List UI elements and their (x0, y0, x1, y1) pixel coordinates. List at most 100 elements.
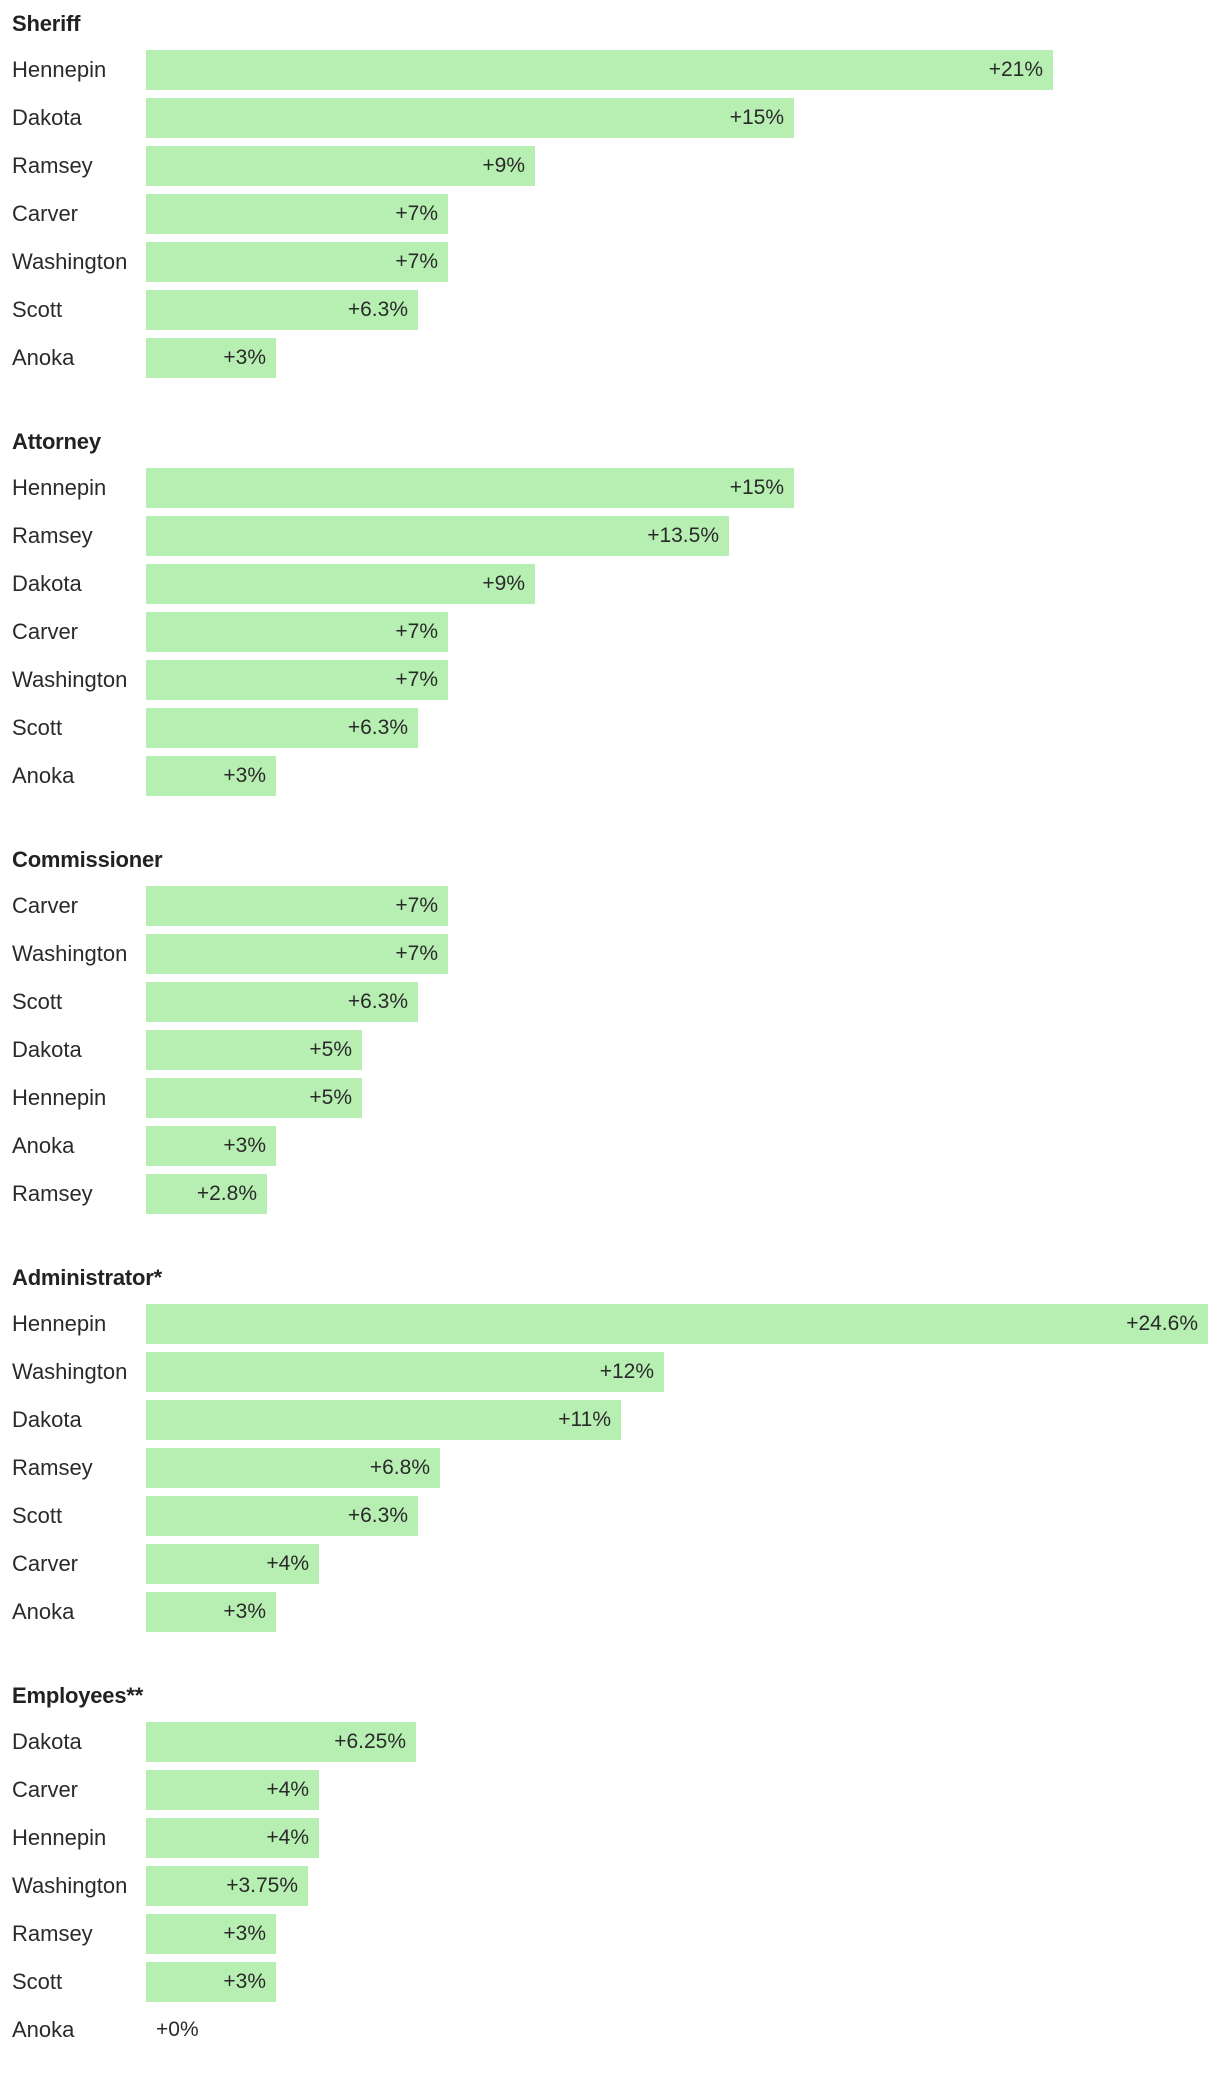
value-label: +7% (395, 894, 438, 917)
bar-row: Carver +7% (0, 612, 1220, 652)
value-label: +2.8% (196, 1182, 257, 1205)
category-label: Dakota (12, 105, 82, 130)
value-label: +7% (395, 202, 438, 225)
bar (146, 612, 448, 652)
value-label: +7% (395, 942, 438, 965)
chart-panel: Attorney Hennepin +15% Ramsey +13.5% Dakota +9… (0, 418, 1220, 836)
value-label: +3% (223, 1600, 266, 1623)
bar-row: Anoka +0% (0, 2010, 1220, 2050)
value-label: +24.6% (1126, 1312, 1198, 1335)
value-label: +9% (482, 154, 525, 177)
bar-row: Hennepin +15% (0, 468, 1220, 508)
category-label: Scott (12, 1969, 63, 1994)
value-label: +15% (729, 106, 784, 129)
bar (146, 146, 535, 186)
bar-row: Carver +4% (0, 1770, 1220, 1810)
bar (146, 1174, 267, 1214)
value-label: +7% (395, 668, 438, 691)
bar-row: Carver +7% (0, 194, 1220, 234)
category-label: Hennepin (12, 475, 107, 500)
category-label: Anoka (12, 2017, 75, 2042)
bar-row: Dakota +9% (0, 564, 1220, 604)
bar (146, 50, 1053, 90)
bar (146, 1818, 319, 1858)
bar (146, 1352, 664, 1392)
bar-row: Washington +7% (0, 660, 1220, 700)
category-label: Washington (12, 249, 128, 274)
bar-row: Hennepin +24.6% (0, 1304, 1220, 1344)
bar (146, 886, 448, 926)
category-label: Hennepin (12, 1825, 107, 1850)
category-label: Dakota (12, 1729, 82, 1754)
bar (146, 708, 418, 748)
bar (146, 934, 448, 974)
bar-row: Hennepin +21% (0, 50, 1220, 90)
category-label: Hennepin (12, 1311, 107, 1336)
value-label: +3.75% (226, 1874, 298, 1897)
category-label: Dakota (12, 1407, 82, 1432)
bar-row: Washington +7% (0, 242, 1220, 282)
value-label: +3% (223, 346, 266, 369)
value-label: +21% (988, 58, 1043, 81)
bar-row: Carver +7% (0, 886, 1220, 926)
bar (146, 290, 418, 330)
bar (146, 242, 448, 282)
category-label: Ramsey (12, 523, 93, 548)
category-label: Anoka (12, 1133, 75, 1158)
bar-row: Hennepin +5% (0, 1078, 1220, 1118)
bar-row: Anoka +3% (0, 338, 1220, 378)
value-label: +3% (223, 764, 266, 787)
category-label: Carver (12, 1551, 79, 1576)
value-label: +7% (395, 620, 438, 643)
bar (146, 660, 448, 700)
chart-title: Sheriff (12, 11, 81, 36)
category-label: Washington (12, 1359, 128, 1384)
bar (146, 1078, 362, 1118)
value-label: +6.25% (334, 1730, 406, 1753)
value-label: +6.3% (347, 298, 408, 321)
chart-title: Employees** (12, 1683, 144, 1708)
bar-row: Dakota +11% (0, 1400, 1220, 1440)
value-label: +5% (309, 1086, 352, 1109)
bar-row: Dakota +5% (0, 1030, 1220, 1070)
category-label: Ramsey (12, 1455, 93, 1480)
category-label: Anoka (12, 345, 75, 370)
value-label: +4% (266, 1826, 309, 1849)
category-label: Carver (12, 893, 79, 918)
bar-row: Dakota +6.25% (0, 1722, 1220, 1762)
bar (146, 1400, 621, 1440)
category-label: Hennepin (12, 1085, 107, 1110)
chart-panel: Commissioner Carver +7% Washington +7% Scott +… (0, 836, 1220, 1254)
category-label: Washington (12, 667, 128, 692)
category-label: Anoka (12, 1599, 75, 1624)
value-label: +6.3% (347, 990, 408, 1013)
bar-row: Ramsey +13.5% (0, 516, 1220, 556)
category-label: Ramsey (12, 153, 93, 178)
category-label: Scott (12, 715, 63, 740)
chart-panel: Administrator* Hennepin +24.6% Washington +1… (0, 1254, 1220, 1672)
bar-row: Scott +6.3% (0, 708, 1220, 748)
bar (146, 516, 729, 556)
bar (146, 1448, 440, 1488)
bar-row: Carver +4% (0, 1544, 1220, 1584)
value-label: +6.8% (369, 1456, 430, 1479)
bar-row: Washington +7% (0, 934, 1220, 974)
category-label: Anoka (12, 763, 75, 788)
value-label: +5% (309, 1038, 352, 1061)
bar (146, 468, 794, 508)
chart-title: Commissioner (12, 847, 163, 872)
bar-row: Washington +3.75% (0, 1866, 1220, 1906)
value-label: +6.3% (347, 1504, 408, 1527)
bar (146, 1030, 362, 1070)
bar (146, 1722, 416, 1762)
bar-row: Anoka +3% (0, 1592, 1220, 1632)
bar-row: Anoka +3% (0, 756, 1220, 796)
category-label: Scott (12, 297, 63, 322)
value-label: +15% (729, 476, 784, 499)
bar (146, 982, 418, 1022)
bar (146, 1496, 418, 1536)
bar-row: Scott +6.3% (0, 982, 1220, 1022)
category-label: Carver (12, 1777, 79, 1802)
value-label: +3% (223, 1922, 266, 1945)
value-label: +6.3% (347, 716, 408, 739)
